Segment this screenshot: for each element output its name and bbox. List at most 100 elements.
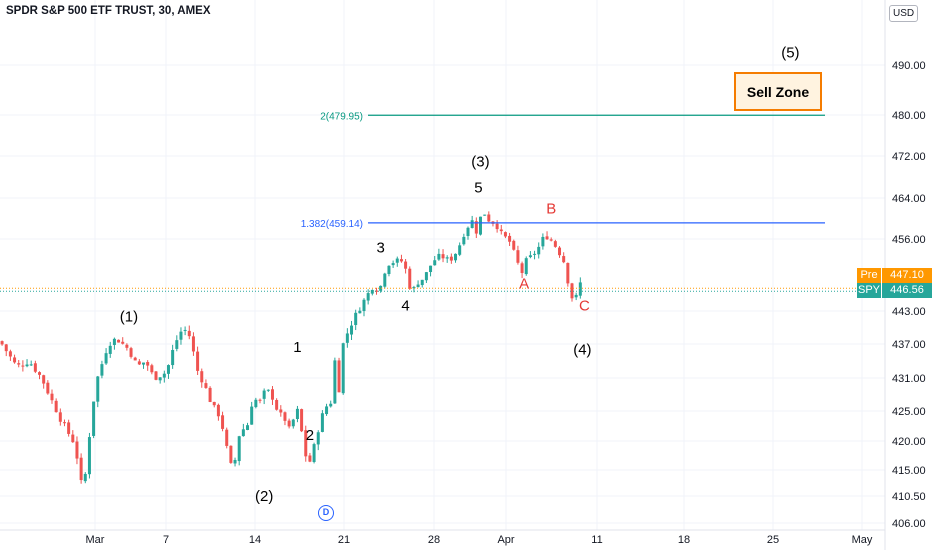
candle-body bbox=[221, 415, 225, 429]
candle-body bbox=[549, 239, 553, 241]
candle-body bbox=[391, 263, 395, 266]
candle-body bbox=[458, 245, 462, 255]
candle-body bbox=[229, 445, 233, 463]
spy-tag-value: 446.56 bbox=[882, 283, 932, 298]
candle-body bbox=[412, 286, 416, 289]
time-tick-label: 25 bbox=[767, 534, 779, 546]
price-tick-label: 420.00 bbox=[892, 436, 926, 448]
candle-body bbox=[329, 403, 333, 407]
wave-label-intermediate: 2 bbox=[306, 427, 314, 444]
candle-body bbox=[520, 263, 524, 273]
wave-label-correction: A bbox=[519, 275, 529, 292]
candle-body bbox=[487, 214, 491, 222]
candle-body bbox=[25, 364, 29, 367]
wave-label-correction: B bbox=[546, 200, 556, 217]
time-tick-label: Mar bbox=[86, 534, 105, 546]
candle-body bbox=[246, 425, 250, 430]
currency-button[interactable]: USD bbox=[889, 5, 919, 22]
candle-body bbox=[553, 241, 557, 247]
time-tick-label: May bbox=[852, 534, 873, 546]
candle-body bbox=[474, 221, 478, 234]
sell-zone-box[interactable]: Sell Zone bbox=[734, 72, 822, 111]
candle-body bbox=[408, 268, 412, 289]
candle-body bbox=[179, 331, 183, 340]
candle-body bbox=[233, 459, 237, 464]
spy-tag-name: SPY bbox=[857, 283, 881, 298]
candle-body bbox=[429, 265, 433, 273]
wave-label-primary: (5) bbox=[781, 45, 799, 62]
dividend-marker-icon[interactable]: D bbox=[318, 505, 334, 521]
candle-body bbox=[187, 330, 191, 337]
candle-body bbox=[445, 257, 449, 259]
wave-label-correction: C bbox=[579, 297, 590, 314]
wave-label-primary: (1) bbox=[120, 309, 138, 326]
candle-body bbox=[162, 373, 166, 378]
candle-body bbox=[87, 437, 91, 475]
candle-body bbox=[200, 371, 204, 383]
candle-body bbox=[42, 375, 46, 384]
candle-body bbox=[46, 382, 50, 394]
candle-body bbox=[449, 256, 453, 261]
candle-body bbox=[366, 293, 370, 301]
candle-body bbox=[54, 400, 58, 413]
candle-body bbox=[166, 365, 170, 374]
candle-body bbox=[362, 299, 366, 312]
candle-body bbox=[574, 294, 578, 298]
price-tick-label: 437.00 bbox=[892, 339, 926, 351]
candle-body bbox=[516, 250, 520, 263]
wave-label-intermediate: 4 bbox=[401, 297, 409, 314]
candle-body bbox=[558, 247, 562, 256]
candle-body bbox=[0, 341, 4, 345]
candle-body bbox=[38, 372, 42, 375]
candle-body bbox=[570, 283, 574, 299]
wave-labels: (1) (2) (3) (4) (5) 1 2 3 4 5 A B C bbox=[120, 45, 800, 506]
candle-body bbox=[300, 409, 304, 432]
candle-body bbox=[383, 273, 387, 287]
candle-body bbox=[404, 261, 408, 269]
candle-body bbox=[67, 422, 71, 434]
candle-body bbox=[154, 371, 158, 380]
candle-body bbox=[508, 235, 512, 242]
candle-body bbox=[112, 338, 116, 345]
candle-body bbox=[58, 412, 62, 422]
candle-body bbox=[108, 345, 112, 354]
candle-body bbox=[62, 422, 66, 424]
candle-body bbox=[270, 389, 274, 400]
candle-body bbox=[33, 363, 37, 372]
candle-body bbox=[92, 401, 96, 436]
time-tick-label: 7 bbox=[163, 534, 169, 546]
candlesticks bbox=[0, 211, 582, 484]
pre-tag-name: Pre bbox=[857, 268, 881, 283]
candle-body bbox=[337, 360, 341, 393]
time-tick-label: 28 bbox=[428, 534, 440, 546]
candle-body bbox=[137, 361, 141, 365]
time-axis[interactable]: Mar 7 14 21 28 Apr 11 18 25 May bbox=[0, 529, 885, 546]
candle-body bbox=[345, 333, 349, 343]
candle-body bbox=[316, 432, 320, 445]
candle-body bbox=[183, 329, 187, 331]
candle-body bbox=[533, 253, 537, 255]
candle-body bbox=[150, 365, 154, 373]
candle-body bbox=[541, 236, 545, 247]
candle-body bbox=[503, 232, 507, 237]
candle-body bbox=[50, 393, 54, 401]
candle-body bbox=[283, 412, 287, 421]
wave-label-primary: (3) bbox=[471, 153, 489, 170]
candle-body bbox=[237, 436, 241, 462]
price-tick-label: 425.00 bbox=[892, 406, 926, 418]
candle-body bbox=[483, 214, 487, 216]
candle-body bbox=[562, 256, 566, 263]
candle-body bbox=[537, 246, 541, 255]
candle-body bbox=[125, 344, 129, 348]
candle-body bbox=[191, 336, 195, 352]
candle-body bbox=[212, 401, 216, 406]
candle-body bbox=[424, 272, 428, 281]
wave-label-intermediate: 5 bbox=[474, 180, 482, 197]
time-tick-label: 18 bbox=[678, 534, 690, 546]
price-tick-label: 415.00 bbox=[892, 465, 926, 477]
candle-body bbox=[29, 364, 33, 366]
candle-body bbox=[524, 258, 528, 275]
candle-body bbox=[175, 340, 179, 349]
candle-body bbox=[358, 310, 362, 314]
